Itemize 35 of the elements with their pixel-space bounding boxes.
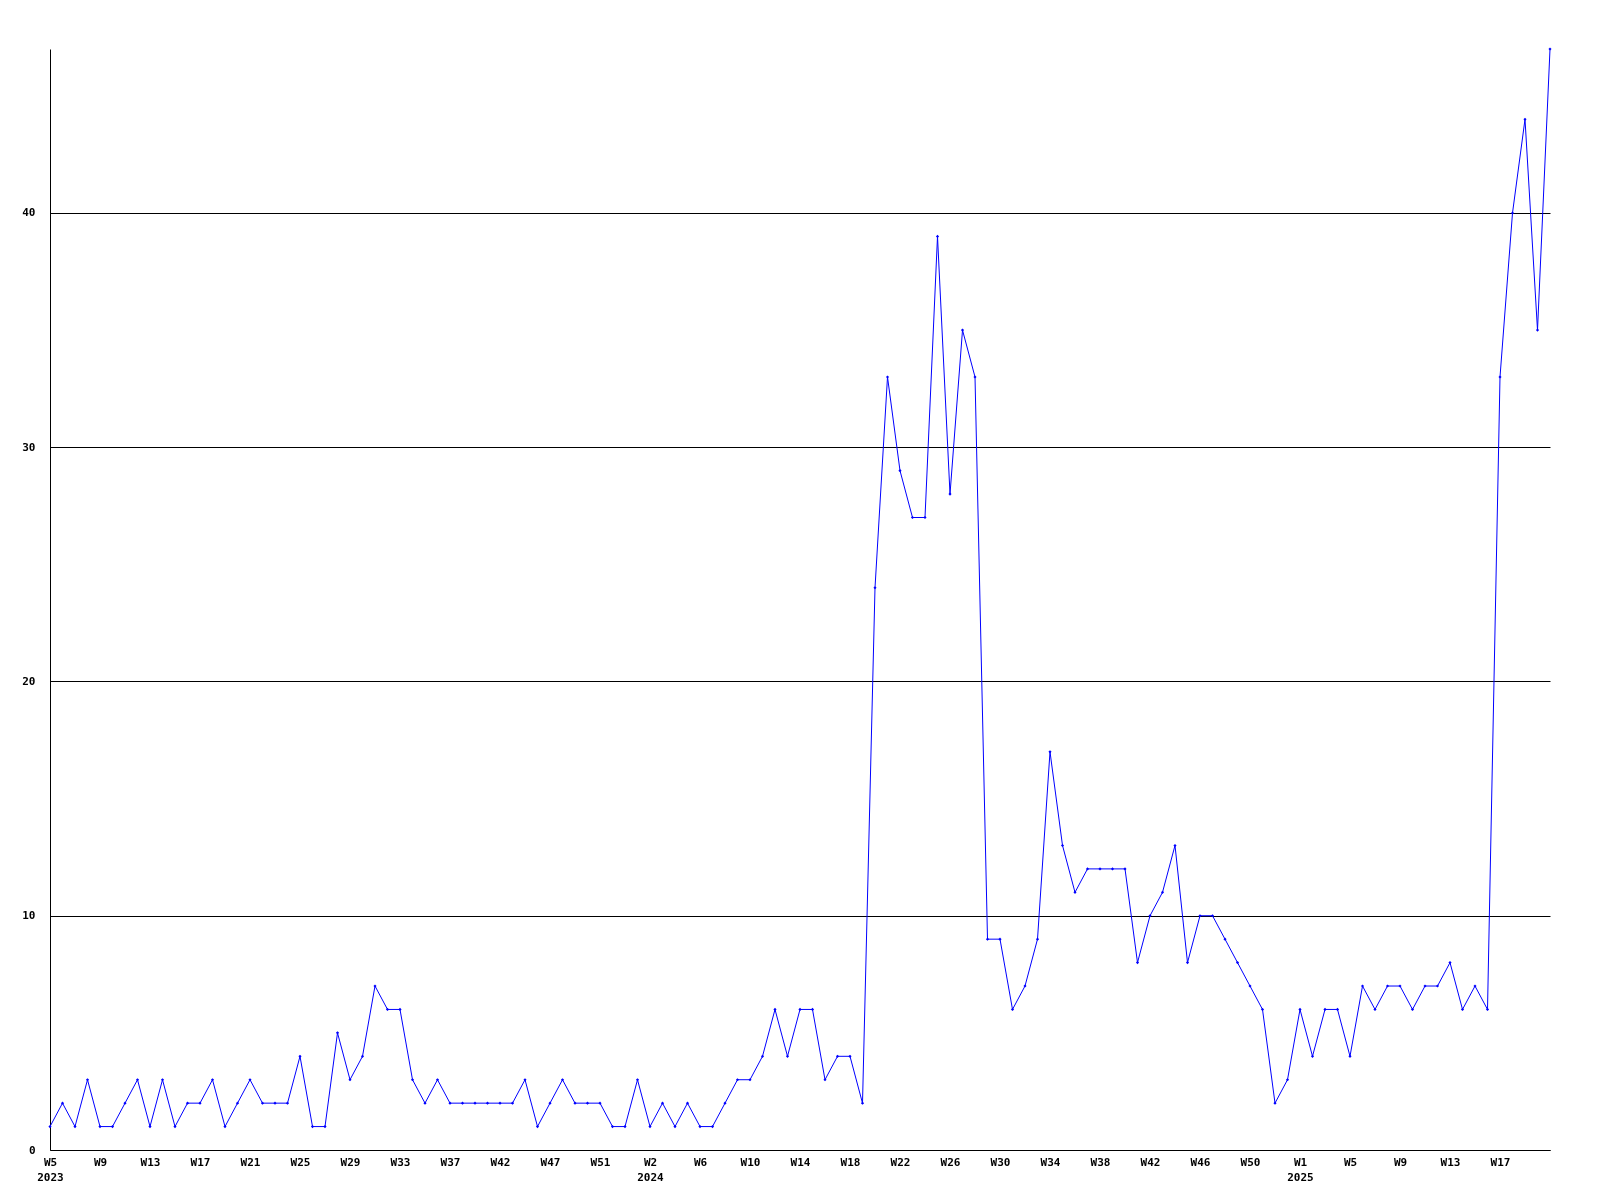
x-tick-label: W42: [1140, 1155, 1161, 1169]
y-tick-label: 20: [22, 674, 36, 688]
x-tick-label: W1 2025: [1287, 1155, 1314, 1184]
x-tick-label: W5 2023: [37, 1155, 64, 1184]
x-tick-label: W17: [1490, 1155, 1511, 1169]
x-tick-label: W21: [240, 1155, 261, 1169]
x-tick-label: W30: [990, 1155, 1011, 1169]
x-tick-label: W37: [440, 1155, 461, 1169]
y-tick-label: 10: [22, 909, 36, 923]
x-tick-label: W29: [340, 1155, 361, 1169]
x-tick-label: W9: [1393, 1155, 1408, 1169]
x-tick-label: W13: [1440, 1155, 1461, 1169]
x-tick-label: W18: [840, 1155, 861, 1169]
x-tick-label: W51: [590, 1155, 611, 1169]
x-tick-label: W9: [93, 1155, 108, 1169]
x-tick-label: W2 2024: [637, 1155, 665, 1184]
y-tick-label: 40: [22, 206, 36, 220]
x-tick-label: W26: [940, 1155, 961, 1169]
x-tick-label: W50: [1240, 1155, 1261, 1169]
y-tick-label: 30: [22, 440, 36, 454]
x-tick-label: W13: [140, 1155, 161, 1169]
x-tick-label: W42: [490, 1155, 511, 1169]
x-tick-label: W17: [190, 1155, 211, 1169]
x-tick-label: W34: [1040, 1155, 1061, 1169]
x-tick-label: W5: [1343, 1155, 1358, 1169]
x-tick-label: W33: [390, 1155, 411, 1169]
x-tick-label: W46: [1190, 1155, 1211, 1169]
x-tick-label: W14: [790, 1155, 811, 1169]
x-tick-label: W10: [740, 1155, 761, 1169]
x-tick-label: W6: [693, 1155, 708, 1169]
x-tick-label: W25: [290, 1155, 311, 1169]
x-tick-label: W38: [1090, 1155, 1111, 1169]
x-tick-label: W22: [890, 1155, 911, 1169]
x-tick-label: W47: [540, 1155, 561, 1169]
y-tick-label: 0: [28, 1143, 36, 1157]
